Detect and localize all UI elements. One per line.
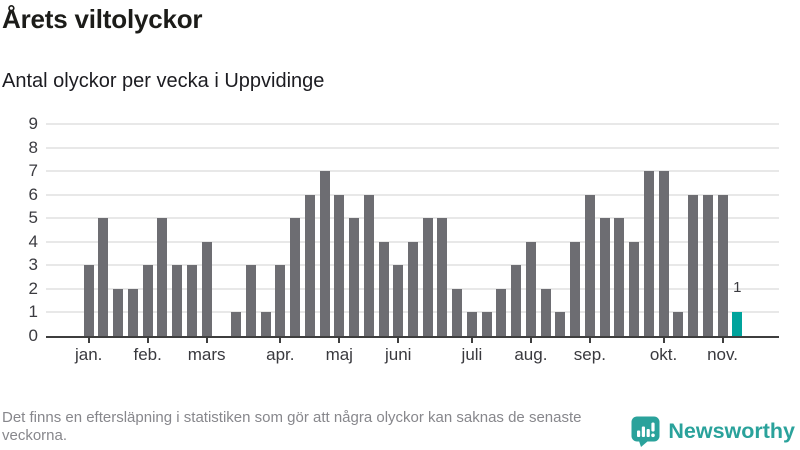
x-tick-maj	[338, 336, 341, 343]
y-axis-labels: 0 1 2 3 4 5 6 7 8 9	[0, 114, 38, 345]
y-tick-label-9: 9	[28, 114, 38, 133]
y-tick-label-7: 7	[28, 161, 38, 181]
chart-subtitle: Antal olyckor per vecka i Uppvidinge	[2, 70, 325, 92]
y-tick-label-5: 5	[28, 208, 38, 228]
x-tick-feb	[146, 336, 149, 343]
y-tick-label-3: 3	[28, 255, 38, 275]
gridline-6	[46, 193, 779, 196]
y-tick-label-8: 8	[28, 137, 38, 157]
bar-week-37	[614, 218, 625, 336]
bar-week-33	[555, 312, 566, 336]
bar-week-21	[378, 241, 389, 336]
bar-chart-plot-area: 1	[46, 123, 779, 343]
bar-week-34	[570, 241, 581, 336]
x-tick-jan	[87, 336, 90, 343]
x-tick-mars	[205, 336, 208, 343]
bar-week-5	[142, 265, 153, 336]
bar-week-23	[407, 241, 418, 336]
bar-week-22	[393, 265, 404, 336]
bar-week-6	[157, 218, 168, 336]
newsworthy-brand: Newsworthy	[631, 416, 795, 447]
bar-week-12	[245, 265, 256, 336]
x-tick-label-feb: feb.	[133, 345, 162, 364]
bar-week-3	[113, 288, 124, 336]
gridline-7	[46, 170, 779, 173]
bar-week-32	[540, 288, 551, 336]
x-tick-label-mars: mars	[187, 345, 226, 364]
x-tick-label-jan: jan.	[74, 345, 103, 364]
bar-week-9	[201, 241, 212, 336]
x-tick-sep	[588, 336, 591, 343]
bar-week-18	[334, 194, 345, 336]
x-tick-label-sep: sep.	[573, 345, 606, 364]
x-tick-label-juni: juni	[385, 345, 412, 364]
gridline-5	[46, 217, 779, 220]
bar-week-17	[319, 171, 330, 336]
bar-week-43	[702, 194, 713, 336]
bar-week-42	[688, 194, 699, 336]
bar-week-31	[525, 241, 536, 336]
bar-week-30	[511, 265, 522, 336]
bar-week-45	[732, 312, 743, 336]
bar-week-11	[231, 312, 242, 336]
newsworthy-wordmark: Newsworthy	[668, 419, 795, 443]
bar-week-38	[629, 241, 640, 336]
bar-week-20	[363, 194, 374, 336]
page-title: Årets viltolyckor	[2, 4, 203, 34]
x-tick-juni	[397, 336, 400, 343]
bar-week-27	[466, 312, 477, 336]
gridline-9	[46, 123, 779, 125]
bar-week-7	[172, 265, 183, 336]
y-tick-label-6: 6	[28, 184, 38, 204]
x-tick-label-aug: aug.	[514, 345, 548, 364]
x-tick-juli	[470, 336, 473, 343]
x-axis-line	[46, 336, 779, 338]
y-tick-label-2: 2	[28, 278, 38, 298]
bar-week-19	[349, 218, 360, 336]
x-tick-apr	[279, 336, 282, 343]
bar-week-35	[584, 194, 595, 336]
bar-week-1	[83, 265, 94, 336]
bar-week-26	[452, 288, 463, 336]
y-tick-label-1: 1	[28, 302, 38, 322]
x-tick-label-okt: okt.	[649, 345, 678, 364]
x-tick-aug	[529, 336, 532, 343]
bar-week-44	[717, 194, 728, 336]
bar-week-13	[260, 312, 271, 336]
bar-week-16	[304, 194, 315, 336]
bar-week-15	[290, 218, 301, 336]
newsworthy-logo-icon	[631, 416, 660, 447]
x-axis-labels: jan. feb. mars apr. maj juni juli aug. sep. okt. n…	[46, 345, 779, 367]
bar-week-40	[658, 171, 669, 336]
bar-week-25	[437, 218, 448, 336]
bar-week-39	[643, 171, 654, 336]
bar-week-36	[599, 218, 610, 336]
x-tick-label-maj: maj	[325, 345, 353, 364]
y-tick-label-4: 4	[28, 231, 38, 251]
disclaimer-text: Det finns en eftersläpning i statistiken…	[2, 409, 582, 444]
y-tick-label-0: 0	[28, 326, 38, 345]
bar-week-2	[98, 218, 109, 336]
x-tick-okt	[662, 336, 665, 343]
bar-week-4	[127, 288, 138, 336]
x-tick-label-nov: nov.	[707, 345, 738, 364]
bar-week-24	[422, 218, 433, 336]
bar-week-41	[673, 312, 684, 336]
bar-week-14	[275, 265, 286, 336]
x-tick-nov	[721, 336, 724, 343]
x-tick-label-juli: juli	[461, 345, 483, 364]
bar-week-29	[496, 288, 507, 336]
last-bar-value-label: 1	[733, 279, 742, 297]
gridline-8	[46, 146, 779, 149]
bar-week-28	[481, 312, 492, 336]
x-tick-label-apr: apr.	[266, 345, 295, 364]
bar-week-8	[186, 265, 197, 336]
